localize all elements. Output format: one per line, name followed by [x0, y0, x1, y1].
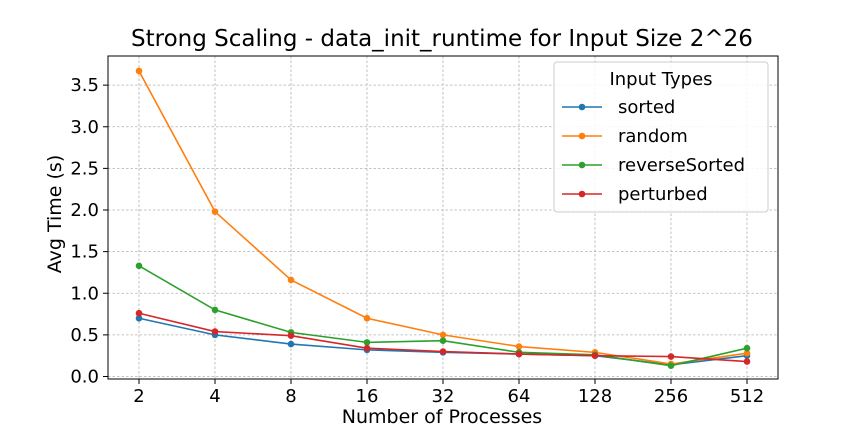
- data-point: [743, 358, 751, 365]
- data-point: [667, 362, 675, 369]
- y-tick-label: 3.5: [70, 75, 99, 96]
- data-point: [211, 208, 219, 215]
- legend-swatch-marker: [578, 132, 586, 140]
- y-tick-label: 1.5: [70, 242, 99, 263]
- data-point: [363, 339, 371, 346]
- data-point: [591, 352, 599, 359]
- series-group: [135, 67, 751, 369]
- data-point: [439, 348, 447, 355]
- legend-item: sorted: [562, 97, 675, 118]
- data-point: [211, 328, 219, 335]
- legend-box: [553, 61, 769, 213]
- legend-title: Input Types: [609, 69, 712, 90]
- legend-label: random: [618, 126, 688, 147]
- legend-swatch-marker: [578, 103, 586, 111]
- y-axis-label: Avg Time (s): [44, 155, 66, 274]
- x-tick-label: 256: [654, 386, 688, 407]
- legend-item: reverseSorted: [562, 155, 745, 176]
- data-point: [135, 309, 143, 317]
- x-tick-label: 128: [578, 386, 612, 407]
- x-tick-label: 16: [356, 386, 379, 407]
- data-point: [515, 350, 523, 358]
- legend-label: perturbed: [618, 184, 708, 205]
- y-tick-label: 0.5: [70, 325, 99, 346]
- data-point: [287, 340, 295, 348]
- data-point: [287, 276, 295, 284]
- legend-label: sorted: [618, 97, 675, 118]
- y-tick-label: 2.0: [70, 200, 99, 221]
- y-tick-label: 2.5: [70, 158, 99, 179]
- data-point: [439, 331, 447, 339]
- series-perturbed: [135, 309, 751, 365]
- data-point: [135, 314, 143, 322]
- x-tick-label: 4: [209, 386, 220, 407]
- legend-label: reverseSorted: [618, 155, 745, 176]
- data-point: [743, 349, 751, 357]
- x-tick-label: 64: [508, 386, 531, 407]
- legend-item: perturbed: [562, 184, 708, 205]
- data-point: [287, 332, 295, 340]
- x-tick-label: 512: [730, 386, 764, 407]
- legend-swatch-marker: [578, 190, 586, 198]
- data-point: [667, 353, 675, 360]
- chart-title: Strong Scaling - data_init_runtime for I…: [131, 26, 753, 52]
- data-point: [135, 67, 143, 75]
- legend-item: random: [562, 126, 688, 147]
- legend: Input Types sorted random reverseSorted pert…: [553, 61, 769, 213]
- x-tick-label: 8: [285, 386, 296, 407]
- data-point: [211, 306, 219, 314]
- data-point: [515, 343, 523, 350]
- data-point: [743, 344, 751, 352]
- legend-swatch-marker: [578, 161, 586, 169]
- x-axis-ticks: 2 4 8 16 32 64 128 256 512: [133, 379, 764, 407]
- x-tick-label: 32: [432, 386, 455, 407]
- data-point: [439, 337, 447, 345]
- y-tick-label: 1.0: [70, 283, 99, 304]
- y-tick-label: 3.0: [70, 117, 99, 138]
- data-point: [363, 344, 371, 352]
- x-axis-label: Number of Processes: [342, 406, 542, 428]
- y-tick-label: 0.0: [70, 367, 99, 388]
- y-axis-ticks: 0.0 0.5 1.0 1.5 2.0 2.5 3.0 3.5: [70, 75, 108, 388]
- x-tick-label: 2: [133, 386, 144, 407]
- data-point: [363, 314, 371, 322]
- data-point: [135, 262, 143, 270]
